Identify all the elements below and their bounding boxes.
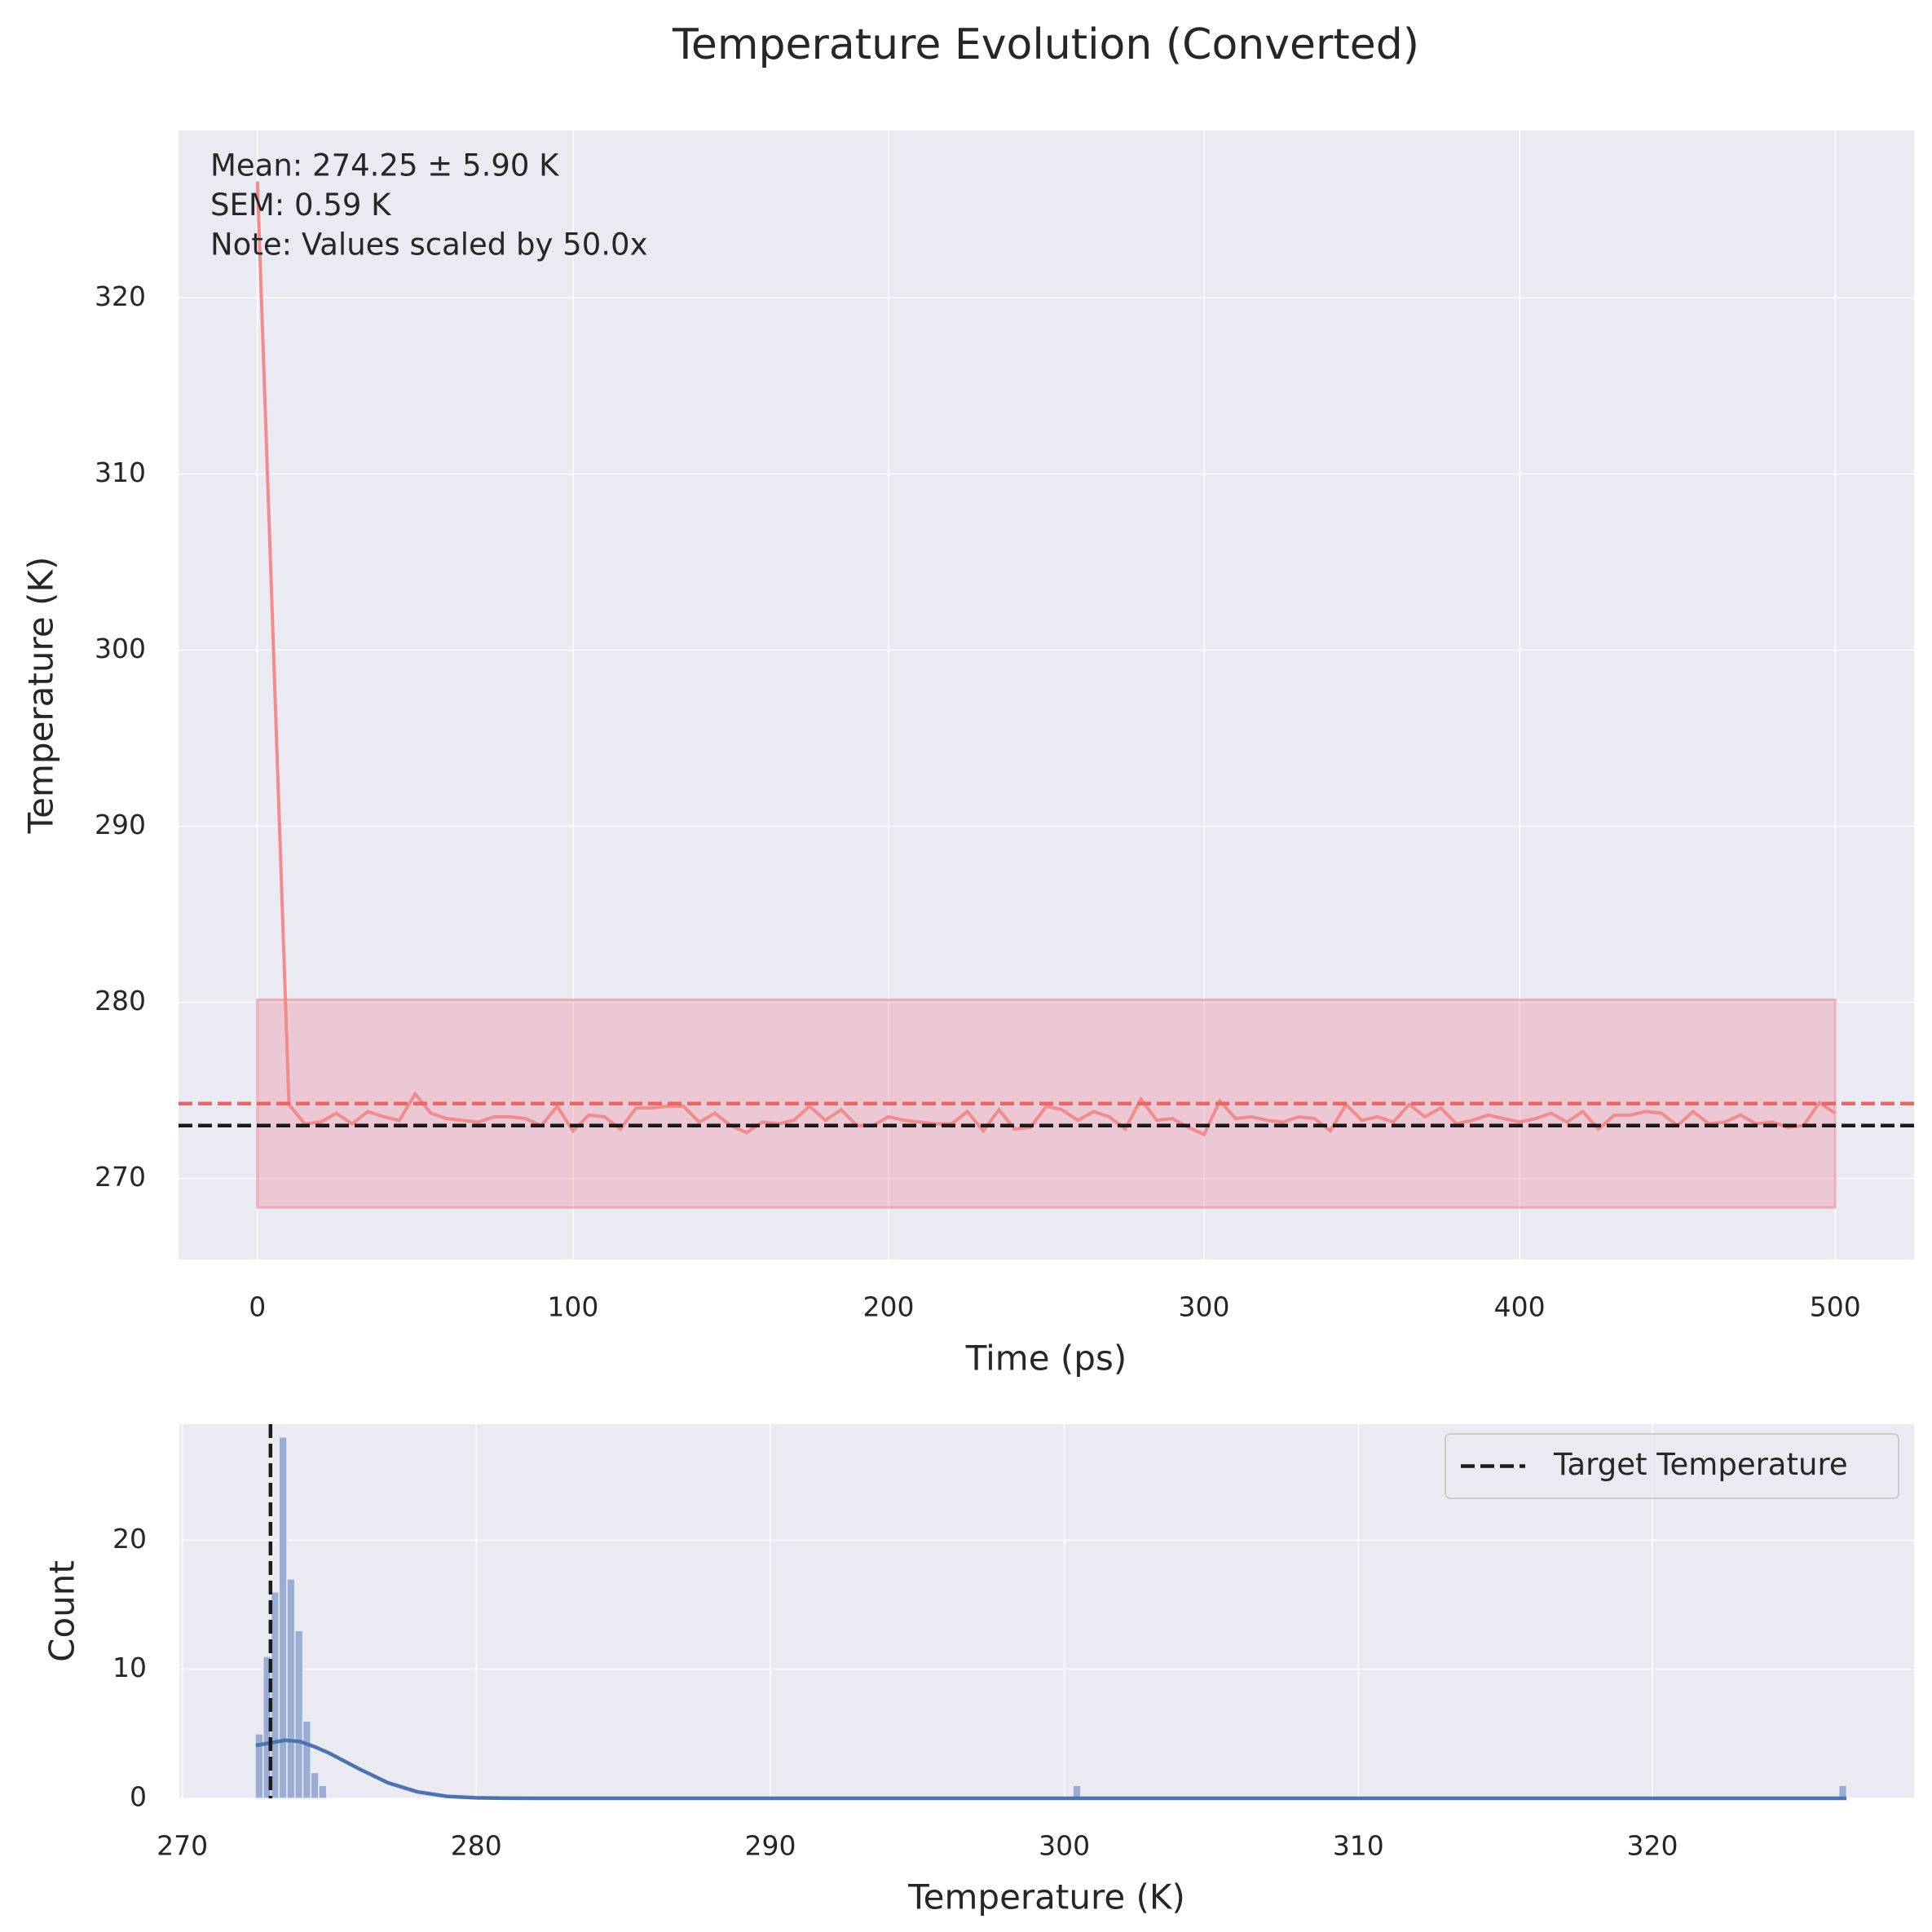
chart-title: Temperature Evolution (Converted) [672, 20, 1419, 69]
histogram-bar [318, 1784, 328, 1799]
histogram-bar [286, 1578, 296, 1799]
x-axis-label: Time (ps) [965, 1339, 1127, 1378]
x-tick-label: 100 [547, 1291, 598, 1323]
legend-box [1445, 1433, 1899, 1499]
legend-label: Target Temperature [1553, 1447, 1848, 1482]
x-tick-label: 290 [744, 1830, 796, 1862]
y-tick-label: 0 [130, 1781, 147, 1813]
y-tick-label: 300 [95, 633, 146, 664]
y-tick-label: 320 [95, 280, 146, 312]
histogram-bar [278, 1436, 288, 1799]
histogram-bar [293, 1630, 304, 1799]
histogram-bar [1072, 1784, 1082, 1799]
stats-annotation: Note: Values scaled by 50.0x [210, 227, 647, 262]
stats-annotation: Mean: 274.25 ± 5.90 K [210, 148, 560, 183]
x-tick-label: 200 [862, 1291, 914, 1323]
histogram-bar [302, 1720, 311, 1799]
y-tick-label: 270 [95, 1161, 146, 1193]
plot-area [179, 130, 1914, 1259]
x-tick-label: 0 [249, 1291, 266, 1323]
y-tick-label: 280 [95, 985, 146, 1017]
x-tick-label: 270 [157, 1830, 208, 1862]
x-tick-label: 400 [1494, 1291, 1546, 1323]
x-tick-label: 310 [1333, 1830, 1384, 1862]
x-tick-label: 280 [451, 1830, 502, 1862]
x-axis-label: Temperature (K) [907, 1877, 1185, 1917]
y-axis-label: Temperature (K) [21, 557, 61, 835]
y-tick-label: 310 [95, 457, 146, 488]
x-tick-label: 500 [1810, 1291, 1861, 1323]
x-tick-label: 300 [1179, 1291, 1230, 1323]
temperature-line [255, 181, 1837, 1137]
histogram-bar [1837, 1784, 1848, 1799]
y-axis-label: Count [42, 1560, 82, 1662]
x-tick-label: 300 [1039, 1830, 1090, 1862]
kde-line [255, 1738, 1847, 1801]
y-tick-label: 20 [112, 1523, 147, 1555]
y-tick-label: 10 [112, 1652, 147, 1683]
histogram-bar [310, 1771, 320, 1799]
y-tick-label: 290 [95, 809, 146, 840]
stats-annotation: SEM: 0.59 K [210, 187, 392, 223]
x-tick-label: 320 [1626, 1830, 1678, 1862]
